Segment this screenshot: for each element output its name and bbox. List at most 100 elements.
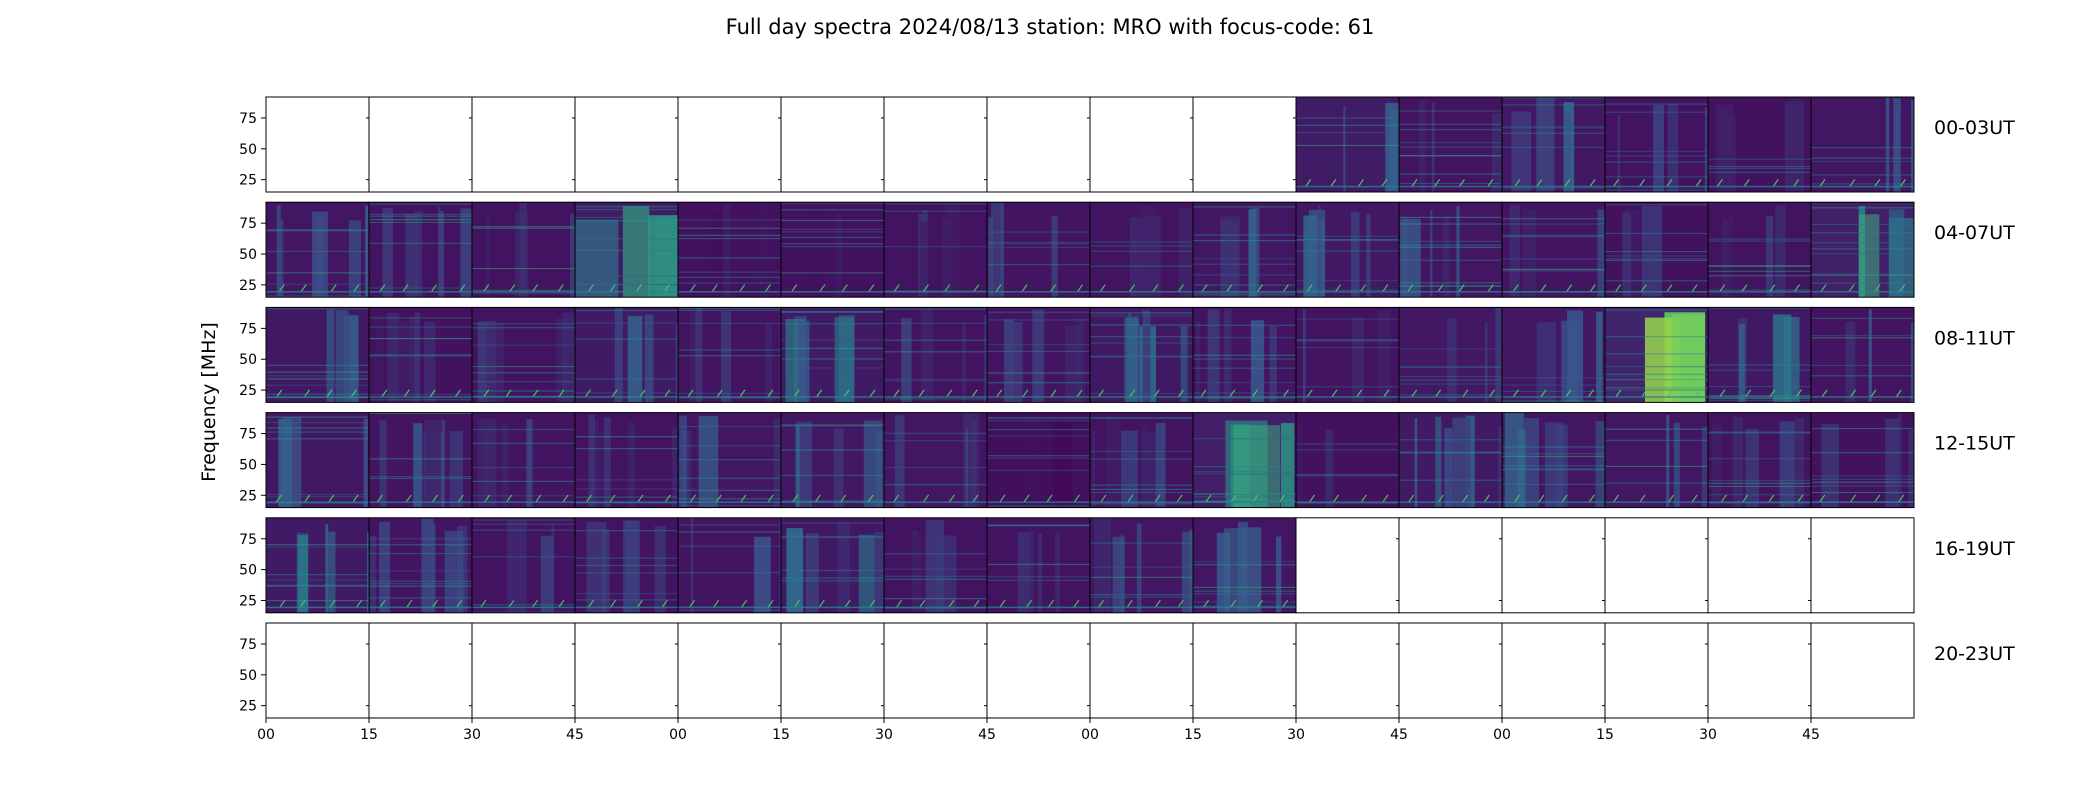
burst-mark (1100, 494, 1107, 503)
spectrum-streak (1545, 422, 1564, 508)
burst-mark (1076, 389, 1083, 398)
y-tick-label: 25 (239, 173, 257, 189)
rfi-line (1502, 483, 1605, 486)
spectrum-streak (1280, 423, 1295, 508)
rfi-line (781, 474, 884, 477)
burst-mark (1462, 389, 1469, 398)
rfi-line (1811, 282, 1914, 284)
spectrum-panel (1707, 306, 1812, 403)
spectrum-streak (936, 535, 957, 613)
rfi-line (781, 246, 884, 248)
spectrum-streak (1092, 430, 1096, 508)
y-tick-label: 75 (239, 532, 257, 548)
spectrum-streak (901, 318, 912, 403)
spectrum-streak (1704, 107, 1708, 192)
spectrum-streak (1429, 210, 1433, 298)
spectrum-streak (1093, 518, 1112, 613)
rfi-line (472, 381, 575, 383)
spectrum-panel (471, 517, 576, 614)
rfi-line (1193, 500, 1296, 502)
spectrum-streak (1536, 97, 1555, 192)
x-tick-label: 30 (463, 727, 481, 743)
spectrum-panel (1604, 412, 1709, 509)
rfi-line (472, 344, 575, 346)
rfi-line (472, 428, 575, 431)
rfi-line (1605, 259, 1708, 262)
burst-mark (1282, 284, 1289, 292)
panel-frame (1501, 517, 1606, 614)
spectrum-streak (398, 321, 417, 403)
rfi-line (1090, 484, 1193, 486)
rfi-line (1399, 282, 1502, 284)
spectrum-streak (773, 418, 781, 508)
panel-frame (1604, 622, 1709, 719)
burst-mark (1381, 179, 1388, 187)
burst-mark (376, 494, 383, 503)
burst-mark (1769, 284, 1776, 292)
spectrum-streak (297, 535, 309, 613)
spectrum-streak (1444, 428, 1453, 508)
x-tick-label: 15 (1596, 727, 1614, 743)
burst-mark (637, 494, 644, 503)
spectrum-streak (370, 536, 376, 613)
panel-frame (1707, 517, 1812, 614)
rfi-line (1399, 291, 1502, 293)
rfi-line (678, 282, 781, 284)
rfi-line (1296, 124, 1399, 126)
rfi-line (987, 417, 1090, 419)
burst-mark (1309, 494, 1316, 503)
burst-mark (1458, 284, 1465, 292)
rfi-line (1193, 438, 1296, 440)
burst-mark (1898, 494, 1905, 503)
panel-frame (1398, 517, 1503, 614)
spectrum-streak (1567, 310, 1584, 403)
empty-panel (471, 622, 576, 719)
rfi-line (1605, 103, 1708, 105)
spectrum-streak (328, 531, 336, 613)
rfi-line (1399, 173, 1502, 175)
burst-mark (636, 599, 643, 608)
burst-mark (1794, 284, 1801, 292)
rfi-line (678, 271, 781, 273)
rfi-line (1399, 501, 1502, 503)
burst-mark (1613, 494, 1620, 503)
rfi-line (781, 228, 884, 230)
spectrum-streak (1269, 326, 1277, 403)
burst-mark (1356, 389, 1363, 398)
rfi-line (266, 384, 369, 386)
rfi-line (884, 396, 987, 398)
spectrum-streak (1789, 99, 1803, 192)
spectrum-background (1399, 97, 1502, 192)
spectrum-panel (1295, 96, 1400, 193)
burst-mark (1050, 284, 1057, 292)
rfi-line (1193, 590, 1296, 592)
rfi-line (369, 477, 472, 479)
rfi-line (266, 371, 369, 373)
y-tick-label: 50 (239, 142, 257, 158)
empty-panel (1604, 517, 1709, 614)
rfi-line (575, 249, 678, 252)
burst-mark (1252, 494, 1259, 503)
burst-mark (456, 599, 463, 608)
rfi-line (266, 421, 369, 424)
rfi-line (678, 227, 781, 229)
rfi-line (1296, 144, 1399, 147)
rfi-line (1502, 390, 1605, 393)
x-tick-label: 45 (978, 727, 996, 743)
burst-mark (767, 599, 774, 608)
rfi-line (1193, 367, 1296, 369)
rfi-line (1193, 396, 1296, 398)
rfi-line (1090, 291, 1193, 293)
rfi-line (1399, 394, 1502, 396)
rfi-line (266, 378, 369, 380)
burst-mark (1178, 389, 1184, 398)
rfi-line (678, 307, 781, 310)
burst-mark (611, 389, 618, 398)
burst-mark (587, 284, 594, 292)
rfi-line (1193, 493, 1296, 495)
spectrum-streak (675, 323, 678, 403)
rfi-line (1296, 250, 1399, 252)
burst-mark (1821, 389, 1828, 398)
spectrum-streak (628, 422, 635, 508)
rfi-line (781, 231, 884, 233)
